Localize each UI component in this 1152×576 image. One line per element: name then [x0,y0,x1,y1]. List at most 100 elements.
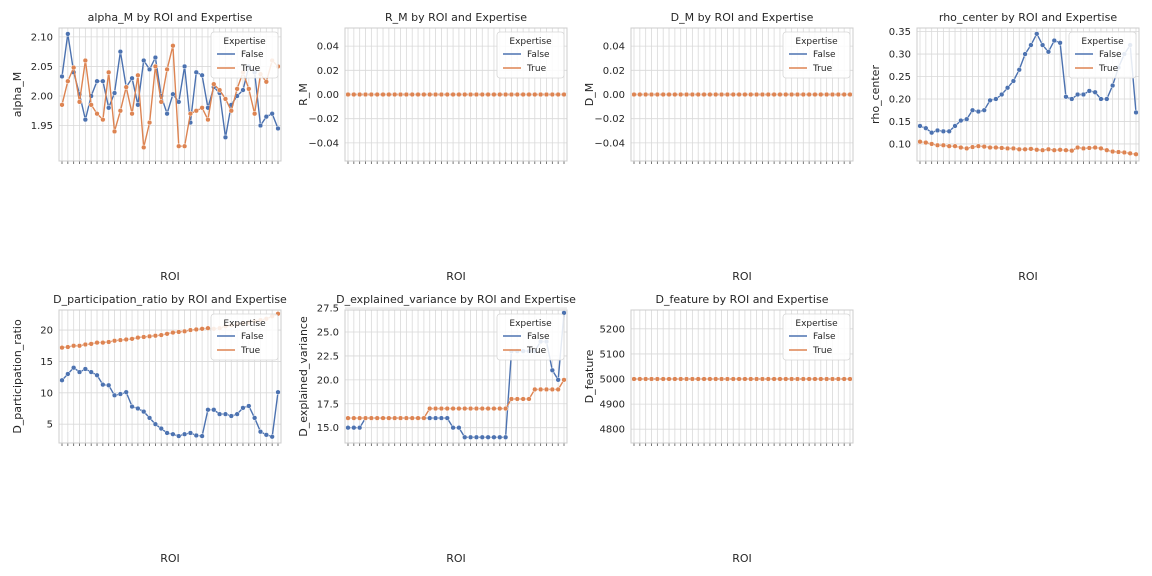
data-point [497,91,503,98]
data-point [561,377,567,383]
data-point [199,105,205,111]
data-point [1028,146,1034,152]
data-point [251,415,258,421]
data-point [65,31,71,37]
data-point [146,119,153,126]
data-point [631,376,637,382]
data-point [981,143,987,150]
data-point [269,111,275,117]
data-point [129,336,135,342]
data-point [823,376,830,382]
data-point [952,143,958,149]
y-tick-label: 20.0 [317,375,339,386]
data-point [117,48,124,55]
data-point [152,63,159,70]
data-point [479,434,485,440]
data-point [438,91,445,98]
y-axis-label: D_participation_ratio [11,319,24,434]
data-point [275,389,281,395]
data-point [1039,42,1046,48]
data-point [946,143,952,149]
legend-box [782,313,851,361]
data-point [765,376,771,382]
y-tick-label: 5 [47,420,53,431]
data-point [181,328,188,334]
legend-entry: True [812,346,833,356]
legend: Expertise False True [782,313,851,361]
data-point [491,434,497,440]
data-point [660,91,666,98]
data-point [135,405,141,412]
data-point [502,405,509,412]
y-tick-label: 5000 [600,375,625,386]
data-point [1022,146,1028,152]
data-point [847,376,853,382]
data-point [117,391,124,397]
data-point [637,91,643,98]
data-point [1104,96,1110,102]
data-point [946,128,952,134]
data-point [94,339,100,346]
data-point [176,433,182,439]
x-axis-label: ROI [1018,270,1038,283]
data-point [129,111,135,117]
data-point [170,431,176,437]
data-point [713,91,719,98]
data-point [193,108,199,114]
data-point [923,125,929,131]
data-point [187,430,194,436]
legend-entry: False [813,50,836,60]
data-point [841,91,847,98]
data-point [257,122,264,129]
data-point [193,432,199,439]
data-point [199,326,205,332]
chart-title: D_feature by ROI and Expertise [655,293,828,306]
data-point [1127,150,1133,157]
chart-title: D_M by ROI and Expertise [671,11,814,24]
data-point [94,372,100,378]
y-tick-label: 0.20 [889,94,911,105]
y-tick-label: −0.02 [308,114,339,125]
data-point [999,145,1005,151]
data-point [76,369,83,375]
data-point [409,415,415,421]
data-point [275,125,281,132]
data-point [748,91,754,98]
chart-panel-2: −0.04 −0.02 0.00 0.02 0.04 R_M by ROI and Exp… [297,11,568,283]
data-point [929,141,935,147]
y-tick-label: 0.25 [889,72,911,83]
data-point [485,405,491,412]
data-point [835,91,841,98]
chart-title: D_participation_ratio by ROI and Experti… [53,293,287,306]
data-point [1034,147,1040,153]
data-point [654,376,661,382]
data-point [1098,145,1104,152]
data-point [537,91,544,98]
data-point [397,415,404,421]
data-point [1104,147,1110,153]
y-tick-label: 0.35 [889,27,911,38]
x-axis-label: ROI [732,552,752,565]
data-point [216,411,223,417]
y-tick-label: 27.5 [317,304,339,315]
data-point [263,114,269,120]
data-point [695,376,701,382]
data-point [450,91,456,98]
legend-entry: True [240,64,261,74]
data-point [187,327,194,333]
data-point [1133,109,1139,116]
data-point [1045,146,1052,152]
data-point [543,386,550,393]
data-point [450,425,456,431]
data-point [561,91,567,98]
data-point [117,337,124,343]
y-tick-label: 0.02 [603,66,625,77]
data-point [491,91,497,98]
data-point [748,376,754,382]
data-point [444,405,450,412]
y-tick-label: 10 [40,388,53,399]
data-point [969,107,976,113]
data-point [123,389,129,395]
data-point [497,434,503,440]
